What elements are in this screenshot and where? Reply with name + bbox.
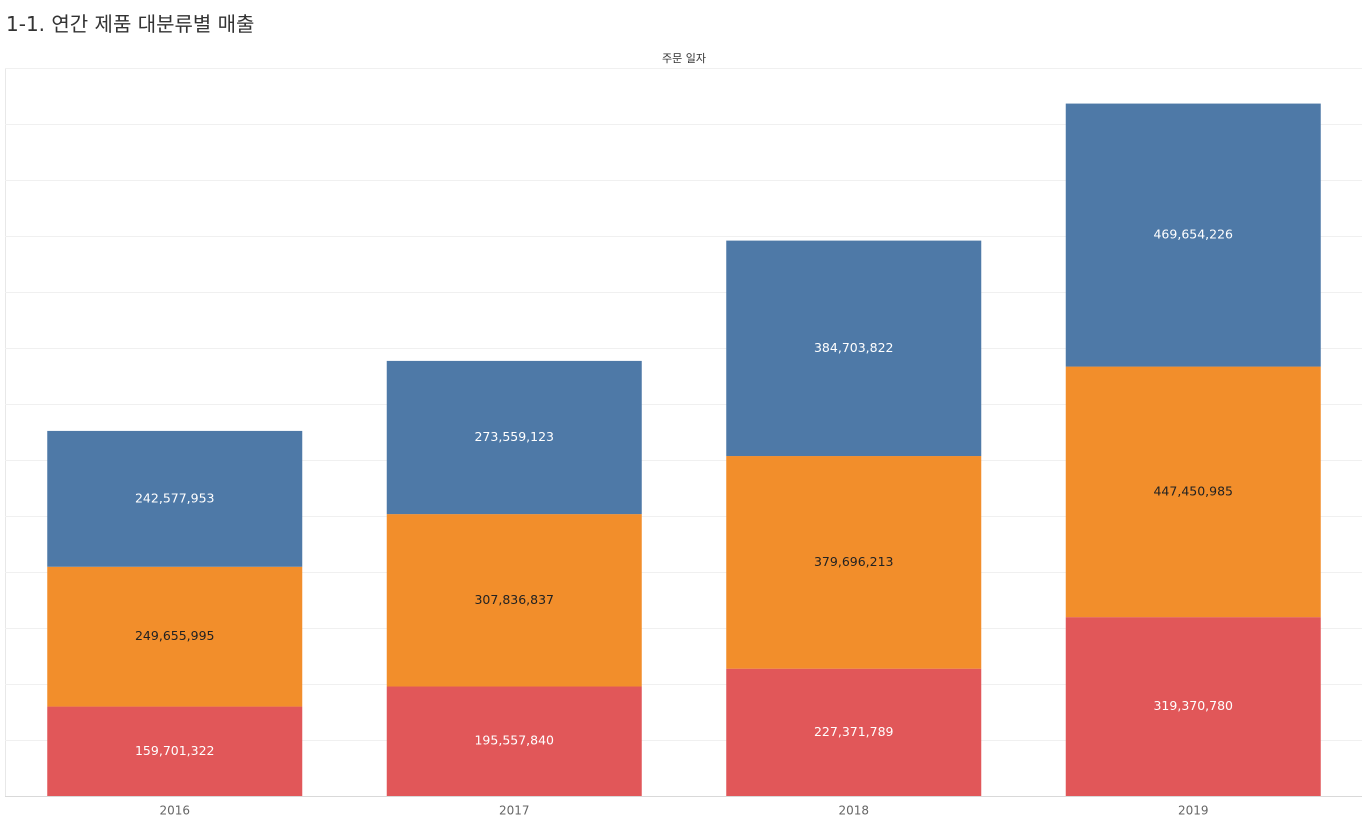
bar-segment xyxy=(1065,103,1321,367)
bar-segment xyxy=(47,566,303,707)
bar-segment xyxy=(726,456,982,669)
column-header: 주문 일자 xyxy=(662,51,706,65)
data-label: 469,654,226 xyxy=(1153,227,1233,242)
data-label: 384,703,822 xyxy=(814,340,894,355)
x-tick-label: 2016 xyxy=(159,804,190,818)
bar-segment xyxy=(386,686,642,796)
data-label: 227,371,789 xyxy=(814,724,894,739)
data-label: 379,696,213 xyxy=(814,554,894,569)
data-label: 307,836,837 xyxy=(474,592,554,607)
data-label: 273,559,123 xyxy=(474,429,554,444)
x-tick-label: 2018 xyxy=(838,804,869,818)
bar-segment xyxy=(726,668,982,796)
data-label: 249,655,995 xyxy=(135,628,215,643)
data-label: 447,450,985 xyxy=(1153,483,1233,498)
bar-segments xyxy=(47,103,1321,796)
x-tick-label: 2019 xyxy=(1178,804,1209,818)
bar-segment xyxy=(1065,617,1321,796)
data-label: 159,701,322 xyxy=(135,743,215,758)
bar-segment xyxy=(47,430,303,567)
x-tick-labels: 2016 2017 2018 2019 xyxy=(5,796,1362,818)
chart-title: 1-1. 연간 제품 대분류별 매출 xyxy=(6,12,255,36)
data-label: 195,557,840 xyxy=(474,733,554,748)
bar-segment xyxy=(386,514,642,687)
bar-segment xyxy=(386,360,642,515)
bar-segment xyxy=(47,706,303,796)
data-label: 242,577,953 xyxy=(135,490,215,505)
x-tick-label: 2017 xyxy=(499,804,530,818)
bar-segment xyxy=(1065,366,1321,618)
data-label: 319,370,780 xyxy=(1153,698,1233,713)
bar-segment xyxy=(726,240,982,457)
data-labels: 159,701,322 249,655,995 242,577,953 195,557… xyxy=(135,227,1233,758)
